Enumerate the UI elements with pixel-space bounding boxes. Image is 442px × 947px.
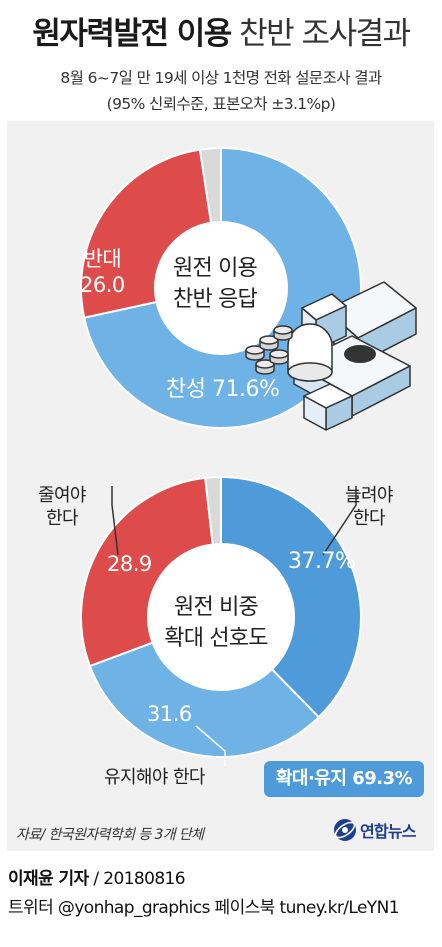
callout-decrease: 줄여야 한다	[38, 484, 86, 530]
subtitle-survey: 8월 6~7일 만 19세 이상 1천명 전화 설문조사 결과	[60, 69, 382, 87]
callout-maintain: 유지해야 한다	[104, 767, 205, 788]
donut1-center-label: 원전 이용 찬반 응답	[160, 253, 270, 315]
slice-label-support: 찬성 71.6%	[166, 377, 280, 402]
nuclear-plant-icon	[245, 281, 417, 431]
leader-line-decrease	[111, 486, 119, 556]
title-light: 찬반 조사결과	[239, 16, 411, 52]
donut2-center-label: 원전 비중 확대 선호도	[150, 592, 282, 654]
subtitle-margin: (95% 신뢰수준, 표본오차 ±3.1%p)	[106, 95, 336, 113]
chart-title: 원자력발전 이용 찬반 조사결과	[0, 8, 442, 53]
slice-label-maintain: 31.6	[147, 702, 192, 726]
slice-label-oppose: 반대 26.0	[80, 246, 125, 298]
leader-line-increase	[322, 486, 357, 556]
yonhap-logo: 연합뉴스	[333, 816, 416, 844]
slice-label-oppose-name: 반대	[83, 247, 122, 271]
slice-label-decrease: 28.9	[107, 552, 152, 576]
donut1-center-line2: 찬반 응답	[173, 287, 258, 312]
publish-date: / 20180816	[88, 869, 185, 889]
callout-increase-line1: 늘려야	[345, 485, 393, 506]
donut2-hole	[148, 544, 294, 690]
reporter-name: 이재윤 기자	[8, 869, 89, 889]
donut2-center-line1: 원전 비중	[174, 595, 259, 620]
callout-increase: 늘려야 한다	[345, 484, 393, 530]
title-bold: 원자력발전 이용	[32, 16, 232, 52]
slice-label-increase: 37.7%	[288, 549, 356, 574]
donut2-center-line2: 확대 선호도	[164, 626, 268, 651]
callout-increase-line2: 한다	[352, 508, 386, 529]
leader-line-maintain	[195, 725, 226, 766]
footer-credit: 이재윤 기자 / 20180816	[8, 864, 186, 889]
source-note: 자료/ 한국원자력학회 등 3개 단체	[16, 827, 204, 843]
combined-share-badge: 확대·유지 69.3%	[264, 761, 424, 797]
donut1-center-line1: 원전 이용	[173, 256, 258, 281]
slice-label-oppose-value: 26.0	[80, 273, 125, 297]
yonhap-logo-text: 연합뉴스	[360, 822, 416, 841]
callout-decrease-line2: 한다	[45, 508, 79, 529]
yonhap-logo-icon	[334, 819, 356, 841]
footer-social: 트위터 @yonhap_graphics 페이스북 tuney.kr/LeYN1	[8, 898, 400, 918]
donut1-hole	[155, 222, 287, 354]
callout-decrease-line1: 줄여야	[38, 485, 86, 506]
